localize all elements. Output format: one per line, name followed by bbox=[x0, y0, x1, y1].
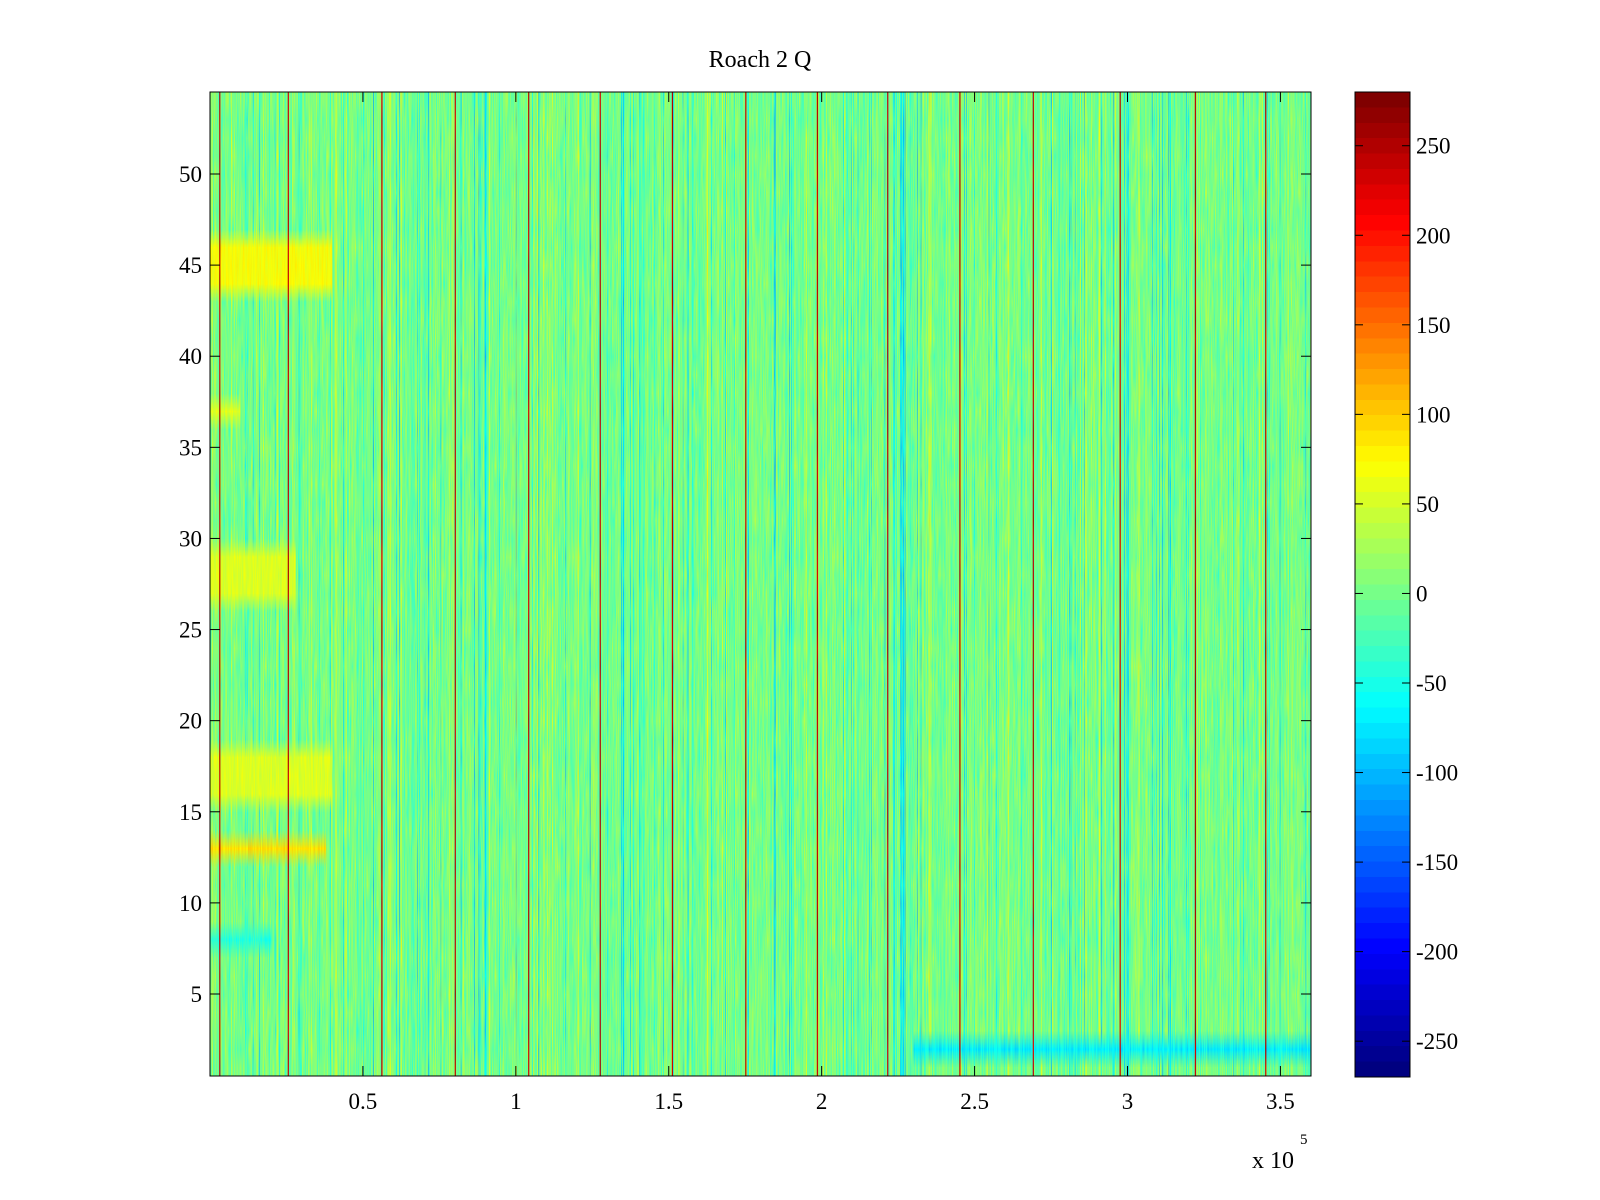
y-tick-label: 45 bbox=[179, 253, 202, 278]
colorbar: 250 200 150 100 50 0 -50 -100 -150 -200 -250 bbox=[1354, 91, 1458, 1078]
x-tick-label: 2.5 bbox=[960, 1089, 989, 1114]
colorbar-tick-label: -100 bbox=[1416, 761, 1458, 786]
x-exponent-power: 5 bbox=[1300, 1132, 1308, 1148]
colorbar-tick-label: 150 bbox=[1416, 313, 1451, 338]
colorbar-tick-label: 100 bbox=[1416, 402, 1451, 427]
y-tick-label: 20 bbox=[179, 709, 202, 734]
y-tick-label: 15 bbox=[179, 800, 202, 825]
colorbar-tick-label: -50 bbox=[1416, 671, 1447, 696]
plot-frame bbox=[209, 91, 1312, 1077]
y-tick-label: 25 bbox=[179, 618, 202, 643]
x-tick-label: 2 bbox=[816, 1089, 828, 1114]
colorbar-tick-label: 250 bbox=[1416, 134, 1451, 159]
x-exponent-label: x 10 bbox=[1252, 1148, 1294, 1174]
y-tick-label: 30 bbox=[179, 526, 202, 551]
colorbar-frame bbox=[1354, 91, 1411, 1078]
x-tick-label: 0.5 bbox=[349, 1089, 378, 1114]
heatmap-image bbox=[210, 92, 1311, 1076]
heatmap-area bbox=[210, 92, 1311, 1076]
y-axis: 5 10 15 20 25 30 35 40 45 50 bbox=[179, 162, 1311, 1007]
colorbar-tick-label: -200 bbox=[1416, 940, 1458, 965]
y-tick-label: 5 bbox=[191, 982, 203, 1007]
colorbar-ticks: 250 200 150 100 50 0 -50 -100 -150 -200 -250 bbox=[1355, 134, 1458, 1054]
y-tick-label: 10 bbox=[179, 891, 202, 916]
colorbar-tick-label: -150 bbox=[1416, 850, 1458, 875]
x-axis: 0.5 1 1.5 2 2.5 3 3.5 bbox=[349, 92, 1295, 1114]
colorbar-tick-label: 200 bbox=[1416, 223, 1451, 248]
x-tick-label: 1 bbox=[510, 1089, 522, 1114]
x-tick-label: 1.5 bbox=[654, 1089, 683, 1114]
chart-title: Roach 2 Q bbox=[709, 47, 812, 73]
colorbar-tick-label: 50 bbox=[1416, 492, 1439, 517]
colorbar-gradient bbox=[1355, 92, 1410, 1077]
x-tick-label: 3.5 bbox=[1266, 1089, 1295, 1114]
y-tick-label: 50 bbox=[179, 162, 202, 187]
colorbar-tick-label: -250 bbox=[1416, 1029, 1458, 1054]
y-tick-label: 35 bbox=[179, 435, 202, 460]
x-tick-label: 3 bbox=[1122, 1089, 1134, 1114]
y-tick-label: 40 bbox=[179, 344, 202, 369]
colorbar-tick-label: 0 bbox=[1416, 581, 1428, 606]
